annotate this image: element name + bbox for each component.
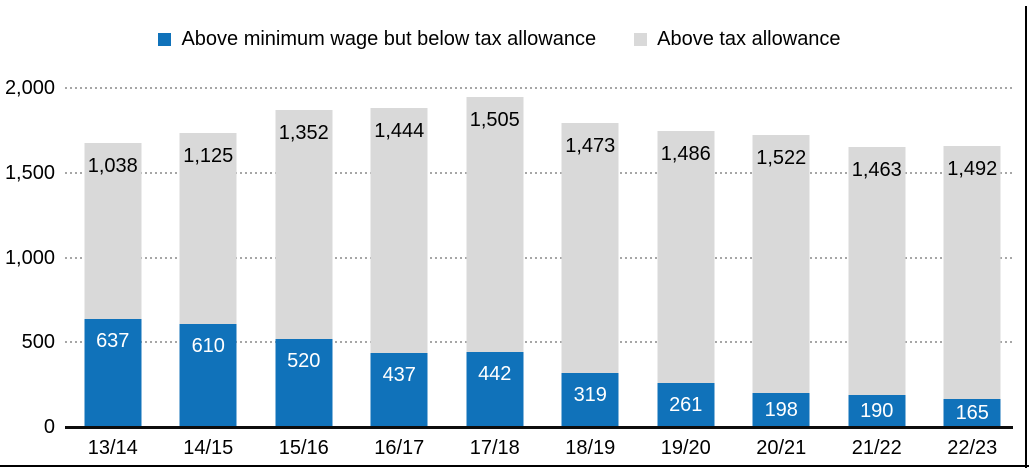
frame-border-bottom [0,465,1029,467]
bar-value-label: 198 [764,399,798,422]
bar-value-label: 437 [382,363,416,386]
bar-group-20-21: 198 1,522 [734,88,830,427]
bar-value-label: 165 [955,402,989,425]
gridline [65,341,1013,344]
legend-label: Above tax allowance [657,27,841,50]
bar-segment-below-allowance: 437 [370,352,428,427]
legend-label: Above minimum wage but below tax allowan… [181,27,597,50]
bar-segment-above-allowance: 1,125 [179,132,237,324]
legend-swatch-icon [158,32,172,46]
x-axis-label: 22/23 [947,437,998,459]
bar-segment-above-allowance: 1,473 [561,123,619,373]
bar-group-14-15: 610 1,125 [161,88,257,427]
bar-segment-below-allowance: 520 [275,338,333,427]
gridline [65,87,1013,89]
bar-value-label: 610 [191,334,225,357]
x-axis-label: 18/19 [565,437,616,459]
bar-value-label: 1,522 [756,147,807,170]
bar-segment-below-allowance: 442 [466,352,524,427]
bar-segment-above-allowance: 1,522 [752,135,810,394]
legend-swatch-icon [634,32,648,46]
bar-group-15-16: 520 1,352 [256,88,352,427]
bar-segment-below-allowance: 198 [752,393,810,427]
y-axis-tick-label: 500 [21,331,55,354]
x-axis-line [65,426,1013,429]
x-axis-label: 13/14 [87,437,138,459]
y-axis-tick-label: 1,500 [4,161,55,184]
x-axis-label: 21/22 [851,437,902,459]
bar-value-label: 190 [860,399,894,422]
bar-value-label: 442 [478,363,512,386]
bar-value-label: 1,473 [565,135,616,158]
bar-segment-below-allowance: 190 [848,394,906,427]
bar-group-18-19: 319 1,473 [543,88,639,427]
x-axis-label: 19/20 [660,437,711,459]
chart-legend: Above minimum wage but below tax allowan… [0,26,999,52]
y-axis-tick-label: 0 [43,416,55,438]
bar-segment-above-allowance: 1,505 [466,97,524,353]
bar-value-label: 1,444 [374,120,425,143]
x-axis-label: 20/21 [756,437,807,459]
bar-value-label: 1,125 [183,144,234,167]
gridline [65,171,1013,174]
bar-segment-below-allowance: 637 [84,319,142,427]
bar-segment-below-allowance: 261 [657,382,715,427]
legend-item: Above minimum wage but below tax allowan… [158,28,596,51]
bar-value-label: 520 [287,349,321,372]
frame-border-right [1025,6,1027,468]
bar-segment-above-allowance: 1,038 [84,143,142,320]
bar-segment-above-allowance: 1,492 [943,146,1001,400]
bar-value-label: 319 [573,383,607,406]
bar-value-label: 1,352 [278,121,329,144]
bar-value-label: 1,486 [660,142,711,165]
x-axis-label: 14/15 [183,437,234,459]
bar-value-label: 1,492 [947,158,998,181]
bar-value-label: 1,463 [851,158,902,181]
bar-value-label: 637 [96,330,130,353]
bar-segment-below-allowance: 610 [179,323,237,427]
y-axis-tick-label: 1,000 [4,246,55,269]
gridline [65,256,1013,259]
bar-group-19-20: 261 1,486 [638,88,734,427]
bar-group-22-23: 165 1,492 [925,88,1021,427]
x-axis-label: 16/17 [374,437,425,459]
bar-group-13-14: 637 1,038 [65,88,161,427]
bar-segment-above-allowance: 1,444 [370,108,428,353]
bar-value-label: 1,038 [87,155,138,178]
bar-segment-below-allowance: 165 [943,399,1001,427]
plot-area: 637 1,038 610 1,125 520 1,352 437 1,444 442 1,505… [65,87,1021,429]
bar-group-17-18: 442 1,505 [447,88,543,427]
x-axis-label: 15/16 [278,437,329,459]
legend-item: Above tax allowance [634,27,841,51]
bar-value-label: 1,505 [469,109,520,131]
bar-segment-above-allowance: 1,463 [848,146,906,395]
bar-segment-above-allowance: 1,486 [657,130,715,383]
bar-group-16-17: 437 1,444 [352,88,448,427]
bar-group-21-22: 190 1,463 [829,88,925,427]
bar-segment-below-allowance: 319 [561,372,619,427]
y-axis-tick-label: 2,000 [4,77,55,99]
bar-value-label: 261 [669,393,703,416]
x-axis-label: 17/18 [469,437,520,459]
bar-segment-above-allowance: 1,352 [275,109,333,339]
